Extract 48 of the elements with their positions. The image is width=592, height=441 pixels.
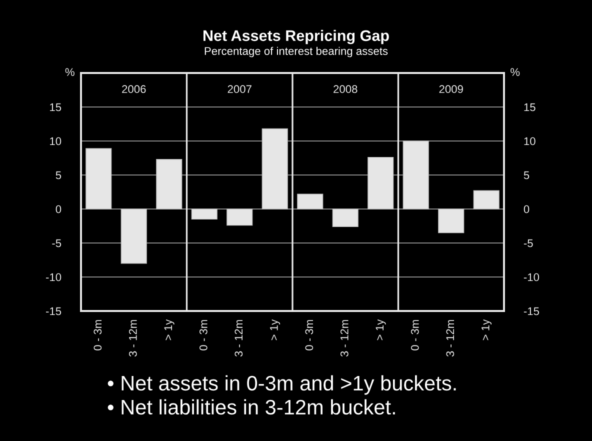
- y2-tick-label: -10: [524, 273, 540, 282]
- y2-tick-label: 5: [524, 171, 530, 180]
- y-tick-label: 15: [50, 103, 62, 112]
- x-tick-label: 3 - 12m: [446, 320, 454, 357]
- bar: [332, 208, 358, 228]
- text: • Net liabilities in 3-12m bucket.: [108, 399, 395, 415]
- bar: [473, 190, 500, 210]
- y2-tick-label: 0: [524, 205, 530, 214]
- x-tick-label: 3 - 12m: [234, 320, 243, 357]
- x-tick-label: 0 - 3m: [199, 320, 208, 350]
- bar: [120, 208, 147, 264]
- bar: [402, 140, 429, 210]
- x-tick-label: > 1y: [164, 319, 174, 340]
- x2-tick-label: 2007: [228, 85, 252, 94]
- x2-tick-label: 2009: [439, 85, 463, 94]
- x-tick-label: 3 - 12m: [128, 320, 137, 357]
- x-tick-label: 0 - 3m: [305, 320, 314, 350]
- x-tick-label: 3 - 12m: [340, 320, 348, 357]
- y2-tick-label: 15: [524, 103, 536, 112]
- x-tick-label: 0 - 3m: [94, 320, 102, 350]
- chart-subtitle: Percentage of interest bearing assets: [204, 46, 388, 58]
- x-tick-label: 0 - 3m: [410, 320, 419, 350]
- text: • Net assets in 0-3m and >1y buckets.: [108, 375, 456, 395]
- bar: [191, 208, 218, 220]
- y2-tick-label: 10: [524, 137, 536, 146]
- x-tick-label: > 1y: [270, 319, 280, 340]
- y2-axis-title: %: [510, 68, 520, 76]
- y-tick-label: -5: [52, 239, 62, 248]
- bar: [297, 194, 324, 210]
- y-tick-label: -15: [46, 307, 62, 316]
- x2-tick-label: 2008: [334, 85, 358, 94]
- bar: [226, 208, 253, 226]
- y-tick-label: 10: [50, 137, 62, 146]
- bar: [368, 156, 394, 210]
- x2-tick-label: 2006: [122, 85, 146, 94]
- y-tick-label: 5: [56, 171, 62, 180]
- chart-title: Net Assets Repricing Gap: [204, 30, 389, 44]
- x-tick-label: > 1y: [376, 319, 386, 340]
- bar: [86, 148, 112, 210]
- y2-tick-label: -15: [524, 307, 540, 316]
- bar: [438, 208, 464, 234]
- bar: [262, 128, 288, 210]
- bar: [156, 159, 182, 210]
- y2-tick-label: -5: [524, 239, 533, 248]
- y-tick-label: 0: [56, 205, 62, 214]
- y-tick-label: -10: [46, 273, 62, 282]
- y-axis-title: %: [65, 68, 74, 76]
- x-tick-label: > 1y: [482, 319, 492, 340]
